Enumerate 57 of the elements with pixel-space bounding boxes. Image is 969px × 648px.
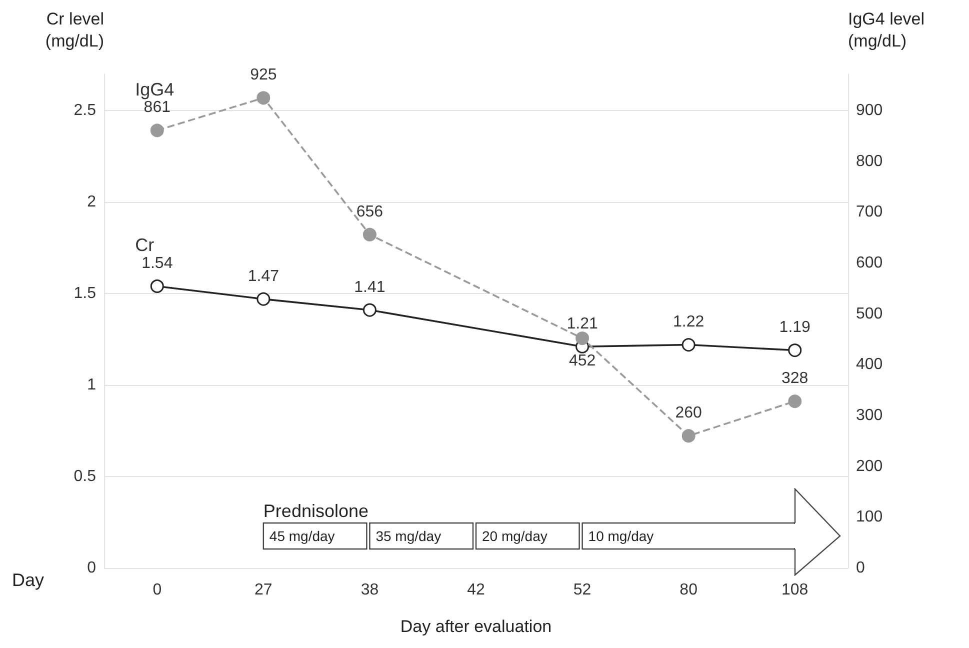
text: Day — [12, 570, 44, 590]
series-label: IgG4 — [135, 79, 174, 100]
y2-tick-label: 400 — [856, 356, 883, 374]
band-label: 35 mg/day — [376, 528, 442, 544]
x-tick-label: 27 — [254, 582, 272, 598]
data-label: 452 — [568, 352, 596, 370]
x-tick-label: 80 — [680, 582, 698, 598]
y-axis-title: Cr level (mg/dL) — [45, 10, 104, 50]
series-label: Cr — [135, 235, 154, 256]
y2-tick-label: 300 — [856, 407, 883, 424]
y2-tick-label: 800 — [856, 152, 883, 170]
data-label: 1.54 — [142, 254, 173, 272]
x-tick-label: 108 — [782, 582, 808, 598]
y2-tick-label: 600 — [856, 254, 883, 272]
y2-tick-label: 200 — [856, 458, 883, 475]
point — [150, 279, 164, 293]
y-tick-label: 2 — [87, 194, 96, 211]
data-label: 1.21 — [566, 315, 598, 332]
y-tick-label: 1.5 — [74, 285, 96, 302]
point — [788, 394, 802, 408]
data-label: 925 — [250, 66, 277, 84]
point — [362, 228, 376, 242]
y2-tick-label: 900 — [856, 102, 883, 120]
y2-tick-label: 100 — [856, 508, 883, 526]
x-tick-label: 52 — [573, 582, 592, 598]
band-label: 20 mg/day — [482, 528, 548, 544]
x-tick-label: 38 — [360, 582, 379, 598]
point — [576, 332, 590, 346]
x-axis-title: Day after evaluation — [400, 617, 552, 636]
y2-tick-label: 500 — [856, 305, 883, 322]
y-tick-label: 0 — [87, 560, 96, 576]
data-label: 656 — [356, 203, 384, 220]
data-label: 1.19 — [779, 319, 811, 336]
point — [362, 303, 376, 317]
point — [788, 344, 802, 358]
data-label: 1.47 — [248, 268, 280, 285]
band-label: 45 mg/day — [269, 528, 335, 544]
x-tick-label: 0 — [152, 582, 162, 598]
data-label: 1.22 — [673, 314, 704, 331]
y-tick-label: 0.5 — [74, 468, 96, 486]
point — [150, 124, 164, 138]
annotation: Prednisolone — [263, 501, 369, 521]
data-label: 328 — [782, 370, 808, 388]
data-label: 861 — [144, 99, 171, 116]
y2-tick-label: 700 — [856, 204, 883, 221]
y2-tick-label: 0 — [856, 560, 865, 576]
point — [682, 338, 696, 352]
y-tick-label: 2.5 — [74, 102, 96, 120]
y-tick-label: 1 — [87, 376, 96, 394]
point — [256, 91, 270, 105]
band-label: 10 mg/day — [588, 528, 654, 544]
data-label: 1.41 — [354, 278, 386, 296]
point — [682, 429, 696, 443]
y2-axis-title: IgG4 level (mg/dL) — [848, 10, 925, 50]
x-tick-label: 42 — [467, 582, 485, 598]
point — [256, 292, 270, 306]
data-label: 260 — [675, 404, 702, 422]
